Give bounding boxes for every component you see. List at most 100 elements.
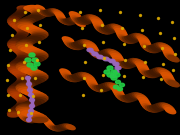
Ellipse shape — [139, 97, 149, 104]
Ellipse shape — [131, 34, 143, 40]
Ellipse shape — [156, 68, 167, 74]
Ellipse shape — [16, 11, 27, 15]
Ellipse shape — [135, 61, 147, 67]
Ellipse shape — [36, 7, 46, 12]
Ellipse shape — [22, 38, 38, 43]
Ellipse shape — [120, 83, 125, 87]
Ellipse shape — [28, 88, 33, 92]
Ellipse shape — [149, 70, 160, 76]
Ellipse shape — [68, 76, 78, 82]
Ellipse shape — [10, 46, 21, 50]
Ellipse shape — [25, 58, 41, 63]
Ellipse shape — [8, 65, 19, 69]
Ellipse shape — [99, 51, 110, 58]
Ellipse shape — [32, 10, 48, 15]
Ellipse shape — [77, 73, 87, 79]
Ellipse shape — [144, 46, 156, 53]
Ellipse shape — [16, 64, 32, 69]
Ellipse shape — [14, 82, 24, 86]
Ellipse shape — [55, 126, 63, 131]
Ellipse shape — [37, 9, 47, 14]
Ellipse shape — [32, 31, 48, 36]
Ellipse shape — [24, 6, 40, 11]
Ellipse shape — [12, 14, 23, 18]
Ellipse shape — [35, 5, 45, 11]
Ellipse shape — [69, 12, 81, 18]
Ellipse shape — [24, 69, 40, 74]
Ellipse shape — [163, 50, 174, 56]
Ellipse shape — [9, 21, 20, 26]
Ellipse shape — [36, 116, 45, 120]
Ellipse shape — [27, 28, 43, 33]
Ellipse shape — [157, 43, 168, 49]
Ellipse shape — [17, 99, 28, 103]
Ellipse shape — [146, 106, 156, 112]
Ellipse shape — [8, 18, 19, 22]
Ellipse shape — [94, 86, 105, 92]
Ellipse shape — [150, 45, 162, 51]
Ellipse shape — [32, 58, 38, 62]
Ellipse shape — [21, 89, 37, 94]
Ellipse shape — [111, 24, 123, 31]
Ellipse shape — [114, 27, 125, 33]
Ellipse shape — [32, 75, 48, 80]
Ellipse shape — [86, 15, 98, 21]
Ellipse shape — [31, 55, 47, 60]
Ellipse shape — [103, 26, 115, 33]
Ellipse shape — [32, 54, 48, 59]
Ellipse shape — [17, 62, 33, 67]
Ellipse shape — [32, 117, 48, 122]
Ellipse shape — [115, 66, 121, 70]
Ellipse shape — [74, 18, 83, 24]
Ellipse shape — [28, 71, 44, 76]
Ellipse shape — [101, 84, 111, 90]
Ellipse shape — [113, 25, 124, 32]
Ellipse shape — [92, 19, 103, 26]
Ellipse shape — [26, 76, 30, 80]
Ellipse shape — [44, 121, 53, 126]
Ellipse shape — [132, 93, 143, 99]
Ellipse shape — [8, 40, 19, 44]
Ellipse shape — [87, 46, 99, 53]
Ellipse shape — [112, 87, 122, 93]
Ellipse shape — [85, 42, 96, 48]
Ellipse shape — [10, 39, 21, 43]
Ellipse shape — [25, 58, 31, 62]
Ellipse shape — [17, 79, 28, 83]
Ellipse shape — [32, 11, 48, 16]
Ellipse shape — [62, 37, 74, 43]
Ellipse shape — [17, 53, 28, 57]
Ellipse shape — [153, 44, 164, 50]
Ellipse shape — [114, 73, 120, 77]
Ellipse shape — [84, 75, 94, 81]
Ellipse shape — [136, 63, 148, 69]
Ellipse shape — [14, 59, 25, 63]
Ellipse shape — [151, 69, 163, 75]
Ellipse shape — [28, 57, 44, 62]
Ellipse shape — [70, 75, 80, 81]
Ellipse shape — [64, 19, 73, 25]
Ellipse shape — [19, 82, 35, 87]
Ellipse shape — [69, 43, 81, 50]
Ellipse shape — [127, 36, 138, 42]
Ellipse shape — [28, 49, 44, 54]
Ellipse shape — [48, 9, 58, 14]
Ellipse shape — [12, 37, 23, 41]
Ellipse shape — [76, 21, 85, 27]
Ellipse shape — [15, 96, 26, 100]
Ellipse shape — [17, 102, 28, 106]
Ellipse shape — [30, 8, 46, 13]
Ellipse shape — [28, 113, 33, 117]
Ellipse shape — [81, 73, 91, 79]
Ellipse shape — [64, 75, 74, 81]
Ellipse shape — [142, 44, 153, 50]
Ellipse shape — [21, 116, 29, 121]
Ellipse shape — [9, 68, 20, 72]
Ellipse shape — [30, 72, 46, 77]
Ellipse shape — [114, 92, 125, 98]
Ellipse shape — [41, 118, 50, 122]
Ellipse shape — [66, 125, 75, 130]
Ellipse shape — [8, 42, 19, 46]
Ellipse shape — [103, 57, 109, 61]
Ellipse shape — [97, 52, 108, 58]
